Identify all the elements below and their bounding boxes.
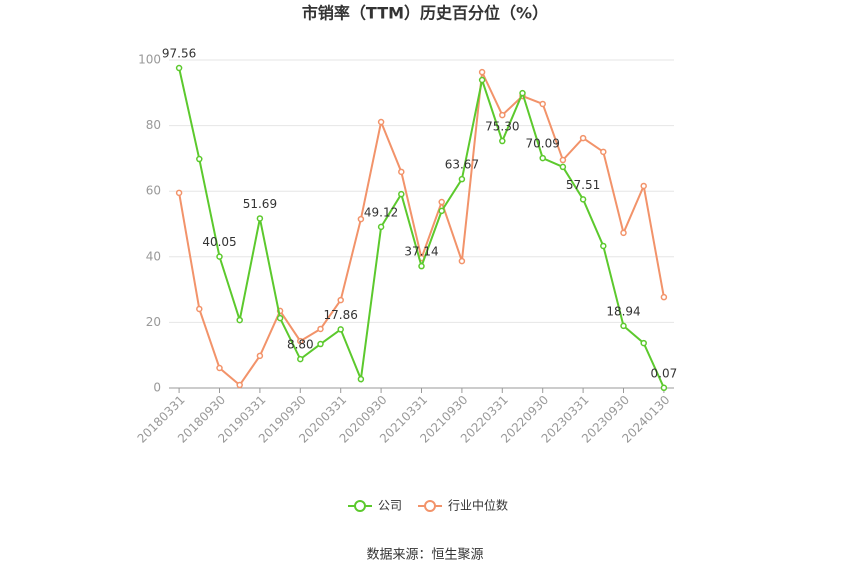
y-tick-label: 20 [146,315,161,329]
point [438,198,445,206]
point [600,242,607,250]
point [398,190,405,198]
data-label: 17.86 [324,308,358,322]
legend-marker [424,500,437,512]
point [559,163,567,171]
data-label: 70.09 [526,137,560,151]
point [438,207,445,215]
data-label: 49.12 [364,205,398,219]
point [660,384,668,392]
point [579,196,587,203]
point [357,215,365,223]
data-label: 0.07 [651,366,678,380]
y-tick-label: 60 [146,184,161,198]
point [216,253,223,260]
data-label: 97.56 [162,47,196,61]
point [499,137,506,145]
point [539,100,546,108]
data-label: 57.51 [566,178,600,192]
y-tick-label: 80 [146,118,161,132]
point [276,314,284,322]
point [175,64,183,72]
point [478,76,486,84]
point [357,375,365,383]
series-line [178,68,665,387]
point [196,305,203,313]
legend-label: 行业中位数 [448,498,508,513]
point [458,175,466,183]
point [377,118,385,126]
point [499,111,506,119]
point [236,316,243,324]
source: 数据来源：恒生聚源 [366,548,483,563]
data-label: 37.14 [404,245,438,259]
point [660,293,668,301]
point [539,154,546,162]
point [236,381,243,389]
point [297,355,304,363]
point [256,352,264,360]
data-label: 8.80 [287,338,314,352]
y-tick-label: 40 [146,249,161,263]
chart-title: 市销率（TTM）历史百分位（%） [302,4,548,23]
data-label: 18.94 [606,304,640,318]
point [620,229,627,237]
legend-label: 公司 [378,499,402,513]
point [256,215,264,222]
legend-marker [354,500,366,512]
data-label: 75.30 [485,120,519,134]
series-line [178,67,665,389]
data-label: 51.69 [243,197,277,211]
point [317,340,324,348]
point [398,168,405,176]
point [377,223,385,231]
point [640,182,647,190]
point [196,155,203,163]
data-label: 40.05 [202,235,236,249]
y-tick-label: 100 [138,53,161,67]
point [337,296,344,304]
point [418,262,425,270]
point [297,337,304,345]
point [640,339,647,347]
point [317,325,324,333]
point [559,156,567,164]
point [478,68,486,76]
data-label: 63.67 [445,158,479,172]
point [458,257,466,265]
point [175,189,183,197]
y-tick-label: 0 [153,381,161,395]
point [600,148,607,156]
point [579,134,587,142]
point [337,326,344,333]
point [620,322,627,330]
point [519,89,526,97]
point [216,364,223,372]
